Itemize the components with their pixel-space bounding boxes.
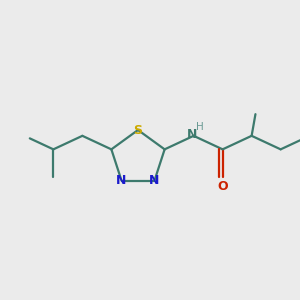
Text: S: S <box>134 124 142 136</box>
Text: O: O <box>217 180 228 193</box>
Text: H: H <box>196 122 203 132</box>
Text: N: N <box>186 128 197 141</box>
Text: N: N <box>149 174 160 187</box>
Text: N: N <box>116 174 127 187</box>
